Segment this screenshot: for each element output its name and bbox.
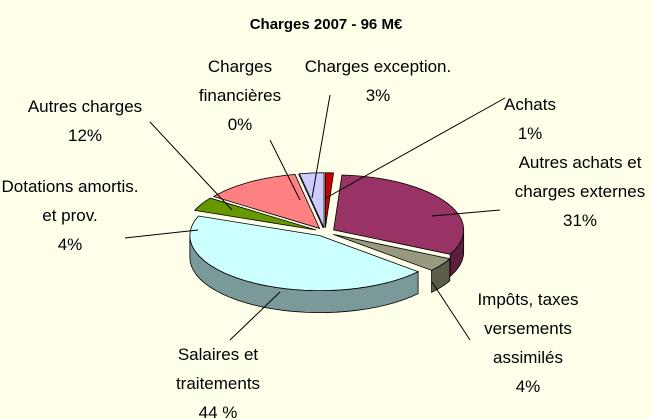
slice-label: Charges financières 0% (165, 52, 315, 139)
slice (298, 172, 325, 228)
slice-label: Autres charges 12% (10, 92, 160, 150)
category-label: Autres charges (27, 97, 143, 116)
value-label: 4% (57, 235, 83, 254)
value-label: 0% (227, 115, 253, 134)
leader-line (325, 97, 506, 199)
leader-line (431, 281, 471, 341)
slice (189, 215, 420, 292)
slice-label: Achats 1% (455, 90, 605, 148)
value-label: 3% (365, 86, 391, 105)
leader-line (311, 94, 331, 199)
slice (324, 172, 335, 228)
leader-line (431, 209, 501, 217)
value-label: 1% (517, 124, 543, 143)
value-label: 4% (515, 377, 541, 396)
category-label: Dotations amortis. et prov. (1, 177, 139, 225)
slice (333, 174, 465, 255)
slice-label: Charges exception. 3% (303, 52, 453, 110)
slice (333, 233, 451, 271)
value-label: 44 % (198, 403, 238, 419)
leader-line (149, 121, 233, 211)
slice (193, 197, 317, 231)
value-label: 31% (562, 211, 598, 230)
slice-label: Dotations amortis. et prov. 4% (0, 172, 145, 259)
leader-line (229, 291, 281, 341)
category-label: Impôts, taxes versements assimilés (477, 290, 579, 367)
category-label: Charges financières (198, 57, 282, 105)
leader-line (124, 229, 199, 239)
category-label: Salaires et traitements (175, 345, 261, 393)
slice-label: Salaires et traitements 44 % (143, 340, 293, 419)
category-label: Achats (504, 95, 556, 114)
category-label: Autres achats et charges externes (514, 153, 646, 201)
slice-label: Autres achats et charges externes 31% (505, 148, 652, 235)
slice-label: Impôts, taxes versements assimilés 4% (453, 285, 603, 401)
slice (298, 173, 324, 229)
value-label: 12% (67, 126, 103, 145)
category-label: Charges exception. (304, 57, 452, 76)
slice (212, 174, 321, 230)
chart-title: Charges 2007 - 96 M€ (249, 16, 403, 33)
leader-line (269, 139, 301, 201)
